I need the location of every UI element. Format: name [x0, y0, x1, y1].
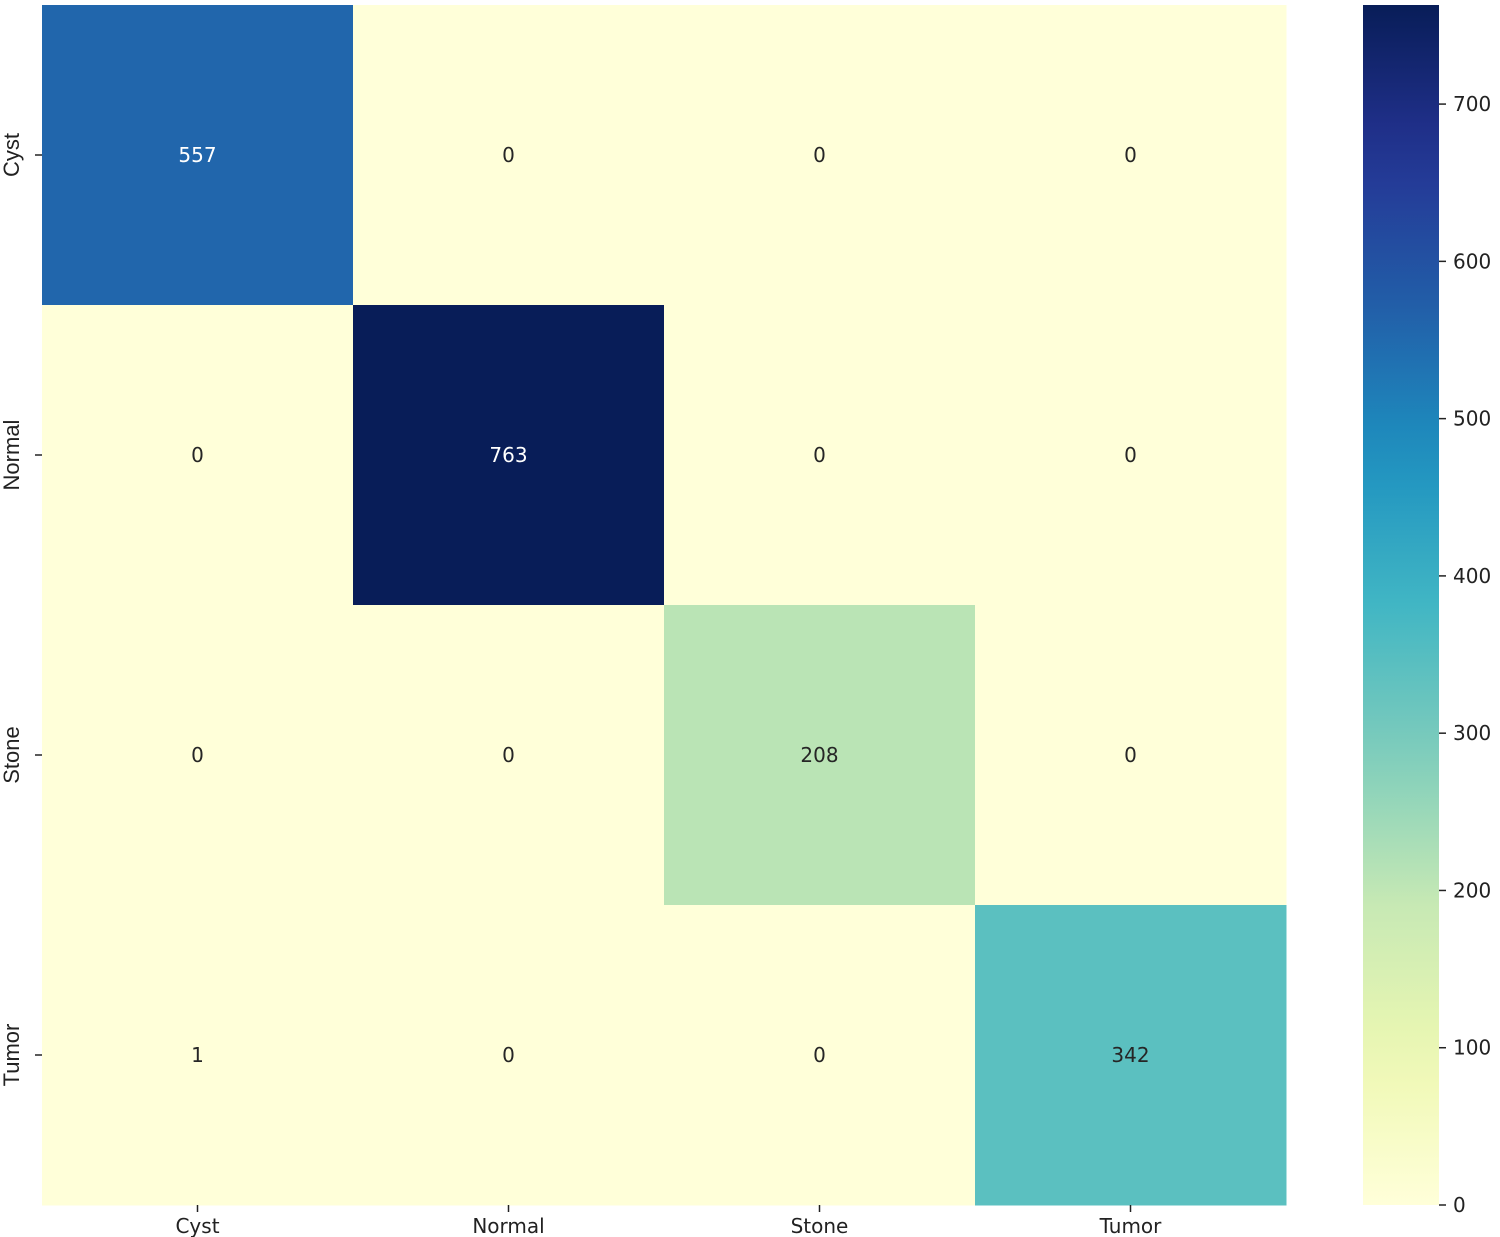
heatmap-cells: [42, 5, 1287, 1206]
heatmap-cell-stone-stone: [664, 605, 976, 906]
y-tick-label-stone: Stone: [0, 726, 24, 784]
heatmap-cell-stone-tumor: [975, 605, 1287, 906]
heatmap-cell-tumor-normal: [353, 905, 665, 1206]
colorbar-tick-label: 100: [1453, 1036, 1491, 1060]
colorbar-tick-label: 0: [1453, 1193, 1466, 1217]
y-axis: Cyst Normal Stone Tumor: [0, 133, 42, 1086]
y-tick-label-cyst: Cyst: [0, 133, 24, 177]
heatmap-cell-cyst-stone: [664, 5, 976, 306]
cell-value-label: 0: [1124, 143, 1137, 167]
colorbar-tick-label: 500: [1453, 407, 1491, 431]
cell-value-label: 1: [191, 1043, 204, 1067]
heatmap-cell-tumor-stone: [664, 905, 976, 1206]
colorbar: 0 100 200 300 400 500 600 700: [1363, 5, 1491, 1217]
colorbar-tick-label: 400: [1453, 564, 1491, 588]
cell-value-label: 0: [502, 143, 515, 167]
heatmap-cell-normal-stone: [664, 305, 976, 606]
heatmap-cell-tumor-tumor: [975, 905, 1287, 1206]
colorbar-tick-label: 700: [1453, 92, 1491, 116]
heatmap-cell-normal-normal: [353, 305, 665, 606]
y-tick-label-tumor: Tumor: [0, 1024, 24, 1087]
x-axis: Cyst Normal Stone Tumor: [175, 1205, 1162, 1237]
cell-annotations: 557 0 0 0 0 763 0 0 0 0 208 0 1 0 0 342: [178, 143, 1149, 1067]
x-tick-label-cyst: Cyst: [175, 1214, 219, 1237]
cell-value-label: 0: [502, 1043, 515, 1067]
cell-value-label: 0: [502, 743, 515, 767]
colorbar-tick-label: 300: [1453, 721, 1491, 745]
heatmap-cell-cyst-cyst: [42, 5, 354, 306]
colorbar-tick-label: 600: [1453, 249, 1491, 273]
heatmap-cell-normal-tumor: [975, 305, 1287, 606]
cell-value-label: 0: [1124, 443, 1137, 467]
y-tick-label-normal: Normal: [0, 420, 24, 491]
cell-value-label: 208: [800, 743, 838, 767]
heatmap-cell-tumor-cyst: [42, 905, 354, 1206]
colorbar-gradient: [1363, 5, 1439, 1205]
cell-value-label: 763: [489, 443, 527, 467]
cell-value-label: 0: [1124, 743, 1137, 767]
colorbar-tick-label: 200: [1453, 878, 1491, 902]
x-tick-label-normal: Normal: [472, 1214, 544, 1237]
cell-value-label: 0: [813, 443, 826, 467]
cell-value-label: 0: [191, 743, 204, 767]
cell-value-label: 557: [178, 143, 216, 167]
cell-value-label: 342: [1111, 1043, 1149, 1067]
heatmap-cell-cyst-tumor: [975, 5, 1287, 306]
heatmap-cell-normal-cyst: [42, 305, 354, 606]
x-tick-label-stone: Stone: [791, 1214, 849, 1237]
cell-value-label: 0: [813, 1043, 826, 1067]
cell-value-label: 0: [191, 443, 204, 467]
x-tick-label-tumor: Tumor: [1099, 1214, 1163, 1237]
heatmap-cell-stone-normal: [353, 605, 665, 906]
heatmap-cell-cyst-normal: [353, 5, 665, 306]
cell-value-label: 0: [813, 143, 826, 167]
heatmap-cell-stone-cyst: [42, 605, 354, 906]
